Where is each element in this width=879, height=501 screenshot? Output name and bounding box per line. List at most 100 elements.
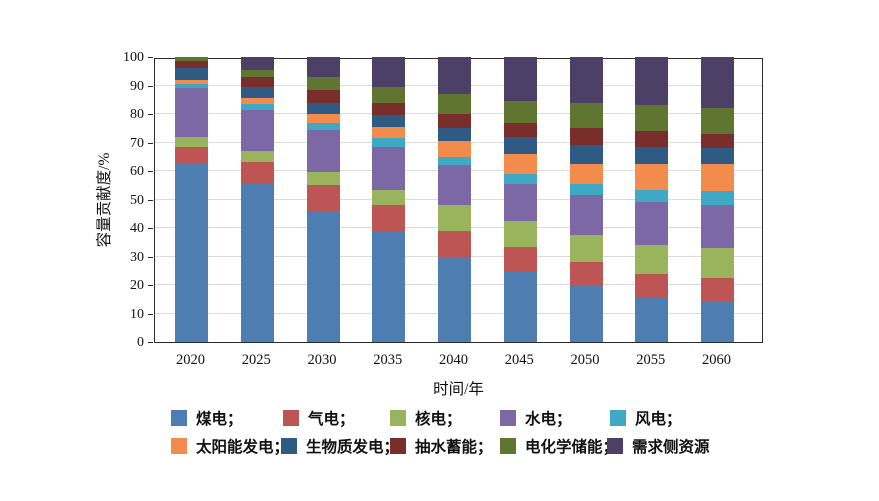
bar-segment-气电-2030	[306, 185, 340, 211]
bar-segment-水电-2020	[175, 88, 208, 137]
y-tick-mark	[148, 285, 153, 286]
bar-segment-电化学储能-2030	[306, 76, 340, 90]
bar-segment-核电-2060	[701, 247, 734, 278]
bar-segment-煤电-2055	[635, 297, 669, 342]
bar-segment-电化学储能-2025	[240, 69, 274, 77]
y-tick-label: 20	[130, 278, 144, 293]
legend-label-水电: 水电；	[525, 411, 572, 428]
y-tick-label: 10	[130, 306, 144, 322]
legend-item-水电: 水电；	[500, 407, 572, 429]
y-tick-label: 90	[130, 78, 144, 94]
legend-label-气电: 气电；	[308, 411, 355, 428]
bar-2050	[569, 57, 603, 342]
legend-swatch-抽水蓄能	[390, 438, 406, 454]
bar-segment-气电-2050	[569, 262, 603, 287]
bar-segment-太阳能发电-2020	[175, 79, 208, 85]
legend-label-太阳能发电: 太阳能发电；	[196, 439, 290, 456]
y-tick-mark	[148, 142, 153, 144]
bar-segment-需求侧资源-2055	[635, 57, 669, 106]
legend-row-1: 煤电； 气电； 核电； 水电； 风电；	[0, 407, 879, 429]
legend-swatch-风电	[610, 410, 626, 426]
bar-segment-水电-2035	[372, 146, 406, 190]
bar-segment-抽水蓄能-2030	[306, 89, 340, 103]
y-tick-label: 30	[130, 249, 144, 265]
bar-segment-需求侧资源-2045	[503, 57, 537, 102]
bar-segment-气电-2045	[503, 246, 537, 271]
y-tick-label: 40	[130, 221, 144, 236]
legend-item-风电: 风电；	[610, 407, 682, 429]
y-tick-mark	[148, 228, 153, 229]
legend-item-生物质发电: 生物质发电；	[281, 435, 399, 457]
bar-segment-太阳能发电-2055	[635, 163, 669, 190]
legend-swatch-需求侧资源	[607, 438, 623, 454]
bar-segment-气电-2035	[372, 205, 406, 233]
bar-segment-风电-2025	[240, 104, 274, 110]
bar-segment-煤电-2045	[503, 270, 537, 342]
bar-segment-太阳能发电-2030	[306, 114, 340, 123]
bar-segment-电化学储能-2020	[175, 57, 208, 62]
x-tick-label-2060: 2060	[702, 352, 731, 368]
legend-swatch-太阳能发电	[171, 438, 187, 454]
legend-item-电化学储能: 电化学储能；	[500, 435, 618, 457]
bar-segment-抽水蓄能-2050	[569, 128, 603, 146]
bar-segment-太阳能发电-2040	[438, 141, 471, 157]
bar-2045	[503, 57, 537, 342]
bar-2025	[240, 57, 274, 342]
bar-segment-核电-2030	[306, 172, 340, 186]
bar-segment-风电-2020	[175, 84, 208, 89]
bar-segment-煤电-2050	[569, 286, 603, 342]
bar-segment-生物质发电-2020	[175, 68, 208, 80]
y-tick-label: 0	[137, 335, 144, 350]
bar-segment-太阳能发电-2025	[240, 98, 274, 105]
legend-item-需求侧资源: 需求侧资源	[607, 435, 710, 457]
bar-segment-气电-2040	[438, 230, 471, 257]
y-tick-mark	[148, 313, 153, 315]
legend-label-生物质发电: 生物质发电；	[306, 439, 400, 456]
bar-2020	[175, 57, 208, 342]
legend-swatch-生物质发电	[281, 438, 297, 454]
bar-segment-抽水蓄能-2045	[503, 122, 537, 137]
bar-2035	[372, 57, 406, 342]
bar-segment-煤电-2030	[306, 210, 340, 342]
bar-segment-气电-2020	[175, 146, 208, 164]
legend-item-煤电: 煤电；	[171, 407, 243, 429]
legend-item-核电: 核电；	[390, 407, 462, 429]
bar-segment-生物质发电-2040	[438, 128, 471, 142]
bar-segment-煤电-2060	[701, 302, 734, 342]
legend-swatch-电化学储能	[500, 438, 516, 454]
bar-segment-水电-2045	[503, 183, 537, 221]
legend-label-电化学储能: 电化学储能；	[525, 439, 619, 456]
bar-segment-太阳能发电-2045	[503, 153, 537, 174]
bar-segment-需求侧资源-2035	[372, 57, 406, 87]
bar-2030	[306, 57, 340, 342]
bar-2055	[635, 57, 669, 342]
bar-segment-核电-2025	[240, 151, 274, 163]
y-tick-mark	[148, 57, 153, 58]
bar-segment-生物质发电-2045	[503, 136, 537, 154]
y-tick-label: 80	[130, 107, 144, 122]
y-tick-label: 60	[130, 164, 144, 179]
x-tick-label-2050: 2050	[570, 352, 600, 368]
bar-segment-生物质发电-2050	[569, 145, 603, 164]
bar-segment-气电-2055	[635, 273, 669, 298]
bar-segment-水电-2050	[569, 195, 603, 236]
bar-segment-生物质发电-2025	[240, 86, 274, 99]
x-tick-label-2035: 2035	[373, 352, 403, 368]
bar-segment-核电-2050	[569, 235, 603, 263]
x-tick-label-2040: 2040	[439, 352, 468, 368]
bar-2060	[701, 57, 734, 342]
y-tick-label: 100	[123, 50, 144, 65]
bar-segment-水电-2025	[240, 109, 274, 152]
legend-swatch-气电	[283, 410, 299, 426]
y-tick-mark	[148, 256, 153, 258]
bar-segment-抽水蓄能-2020	[175, 61, 208, 69]
x-tick-label-2025: 2025	[241, 352, 271, 368]
y-tick-mark	[148, 342, 153, 343]
bar-segment-气电-2060	[701, 277, 734, 303]
legend-item-抽水蓄能: 抽水蓄能；	[390, 435, 493, 457]
bar-segment-核电-2055	[635, 245, 669, 274]
bar-segment-电化学储能-2055	[635, 105, 669, 132]
bar-segment-核电-2020	[175, 136, 208, 147]
bar-segment-电化学储能-2060	[701, 108, 734, 134]
y-tick-mark	[148, 199, 153, 201]
